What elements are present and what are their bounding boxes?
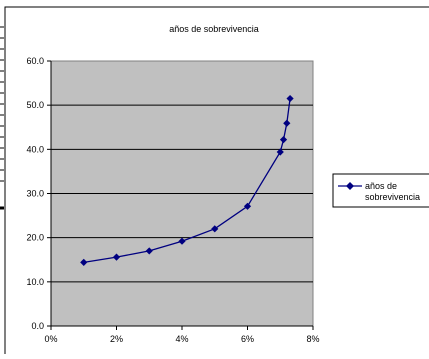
chart-title: años de sobrevivencia [169, 24, 259, 34]
data-point [286, 94, 294, 103]
y-axis-ticks: 0.0 10.0 20.0 30.0 40.0 50.0 60.0 [26, 56, 51, 331]
y-tick-label: 0.0 [31, 321, 44, 331]
legend-box [332, 173, 429, 208]
y-tick-label: 10.0 [26, 277, 44, 287]
y-tick-label: 30.0 [26, 189, 44, 199]
y-tick-label: 40.0 [26, 144, 44, 154]
x-tick-label: 8% [306, 334, 319, 344]
left-edge-marks [0, 26, 4, 210]
legend-label-line-1: años de [365, 181, 397, 191]
data-point [283, 119, 291, 127]
series-group [80, 94, 294, 266]
x-tick-label: 4% [175, 334, 188, 344]
data-point [178, 237, 186, 245]
legend-label-line-2: sobrevivencia [365, 192, 420, 202]
series-line [83, 98, 291, 264]
data-point [80, 258, 88, 266]
legend-marker [346, 182, 354, 190]
data-point [243, 202, 252, 210]
x-tick-label: 6% [241, 334, 254, 344]
x-axis-ticks: 0% 2% 4% 6% 8% [44, 326, 320, 344]
x-tick-label: 0% [44, 334, 57, 344]
data-point [279, 136, 288, 144]
data-point [276, 148, 284, 156]
x-tick-label: 2% [110, 334, 123, 344]
data-point [145, 247, 153, 255]
y-tick-label: 20.0 [26, 233, 44, 243]
y-tick-label: 50.0 [26, 100, 44, 110]
y-tick-label: 60.0 [26, 56, 44, 66]
gridlines [51, 104, 313, 283]
legend: años de sobrevivencia [332, 173, 429, 208]
data-point [112, 253, 121, 261]
data-point [211, 225, 219, 233]
